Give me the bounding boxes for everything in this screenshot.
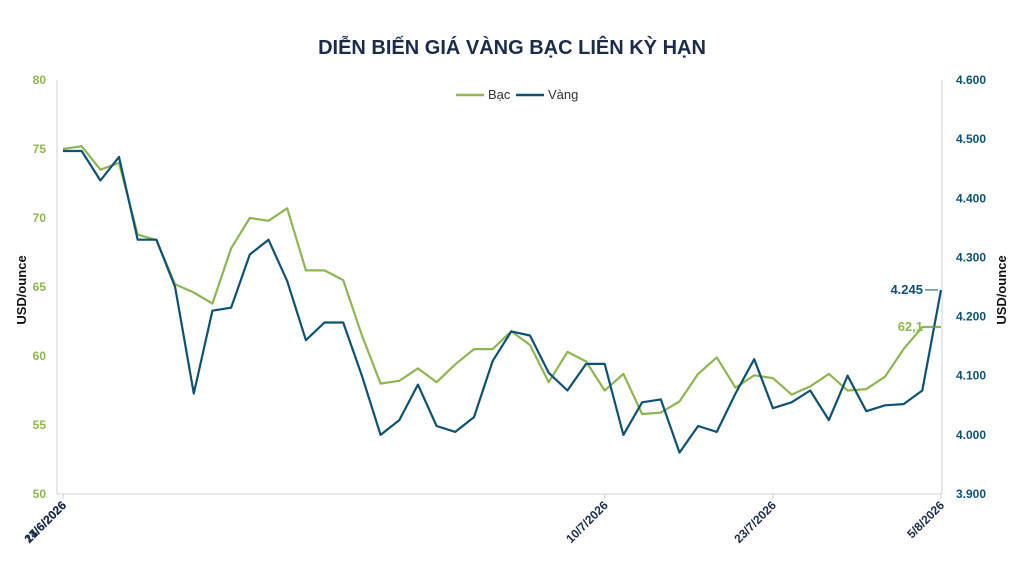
end-labels: 62,1 4.245 — [890, 282, 938, 334]
right-tick-label: 4.600 — [956, 73, 986, 87]
right-tick-label: 4.500 — [956, 132, 986, 146]
legend: Bạc Vàng — [456, 87, 578, 102]
right-y-axis: 3.900 4.000 4.100 4.200 4.300 4.400 4.500 4.600 — [941, 73, 986, 501]
left-tick-label: 60 — [33, 349, 47, 363]
x-tick-label: 5/8/2026 — [904, 498, 947, 541]
right-y-axis-title: USD/ounce — [994, 255, 1009, 324]
left-y-axis: 50 55 60 65 70 75 80 — [33, 73, 58, 501]
right-tick-label: 4.400 — [956, 191, 986, 205]
left-y-axis-title: USD/ounce — [14, 255, 29, 324]
legend-label-gold: Vàng — [548, 87, 578, 102]
series-line-gold — [63, 149, 943, 454]
x-tick-label: 10/7/2026 — [563, 498, 611, 546]
left-tick-label: 55 — [33, 418, 47, 432]
right-tick-label: 4.200 — [956, 310, 986, 324]
x-tick-label: 27/6/2026 — [21, 498, 69, 546]
right-tick-label: 3.900 — [956, 487, 986, 501]
right-tick-label: 4.000 — [956, 428, 986, 442]
end-label-gold: 4.245 — [890, 282, 923, 297]
series-line-silver — [62, 145, 941, 416]
end-label-silver: 62,1 — [898, 319, 923, 334]
left-tick-label: 50 — [33, 487, 47, 501]
left-tick-label: 65 — [33, 280, 47, 294]
left-tick-label: 75 — [33, 142, 47, 156]
right-tick-label: 4.100 — [956, 369, 986, 383]
legend-label-silver: Bạc — [488, 87, 511, 102]
x-tick-label: 23/7/2026 — [731, 498, 779, 546]
left-tick-label: 70 — [33, 211, 47, 225]
left-tick-label: 80 — [33, 73, 47, 87]
right-tick-label: 4.300 — [956, 250, 986, 264]
series-layer — [62, 145, 943, 454]
chart-title: DIỄN BIẾN GIÁ VÀNG BẠC LIÊN KỲ HẠN — [318, 35, 706, 59]
